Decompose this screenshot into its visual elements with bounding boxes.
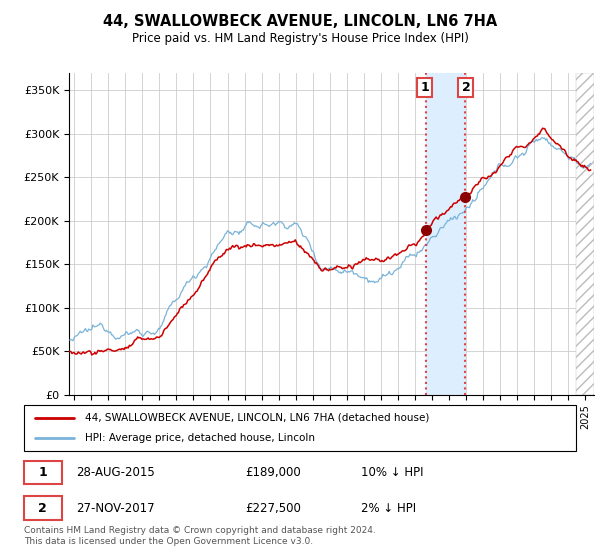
Bar xyxy=(426,73,464,395)
Text: Contains HM Land Registry data © Crown copyright and database right 2024.
This d: Contains HM Land Registry data © Crown c… xyxy=(24,526,376,546)
Text: 2: 2 xyxy=(38,502,47,515)
Bar xyxy=(24,496,62,520)
Text: HPI: Average price, detached house, Lincoln: HPI: Average price, detached house, Linc… xyxy=(85,433,315,443)
Text: 2: 2 xyxy=(461,81,470,94)
Text: 1: 1 xyxy=(38,466,47,479)
Text: Price paid vs. HM Land Registry's House Price Index (HPI): Price paid vs. HM Land Registry's House … xyxy=(131,32,469,45)
Bar xyxy=(575,73,594,395)
Text: £189,000: £189,000 xyxy=(245,466,301,479)
Text: 1: 1 xyxy=(421,81,429,94)
Text: 44, SWALLOWBECK AVENUE, LINCOLN, LN6 7HA (detached house): 44, SWALLOWBECK AVENUE, LINCOLN, LN6 7HA… xyxy=(85,413,429,423)
Text: 10% ↓ HPI: 10% ↓ HPI xyxy=(361,466,423,479)
Text: 44, SWALLOWBECK AVENUE, LINCOLN, LN6 7HA: 44, SWALLOWBECK AVENUE, LINCOLN, LN6 7HA xyxy=(103,14,497,29)
Text: 2% ↓ HPI: 2% ↓ HPI xyxy=(361,502,416,515)
Text: 28-AUG-2015: 28-AUG-2015 xyxy=(76,466,155,479)
Text: £227,500: £227,500 xyxy=(245,502,301,515)
Bar xyxy=(24,460,62,484)
Text: 27-NOV-2017: 27-NOV-2017 xyxy=(76,502,155,515)
